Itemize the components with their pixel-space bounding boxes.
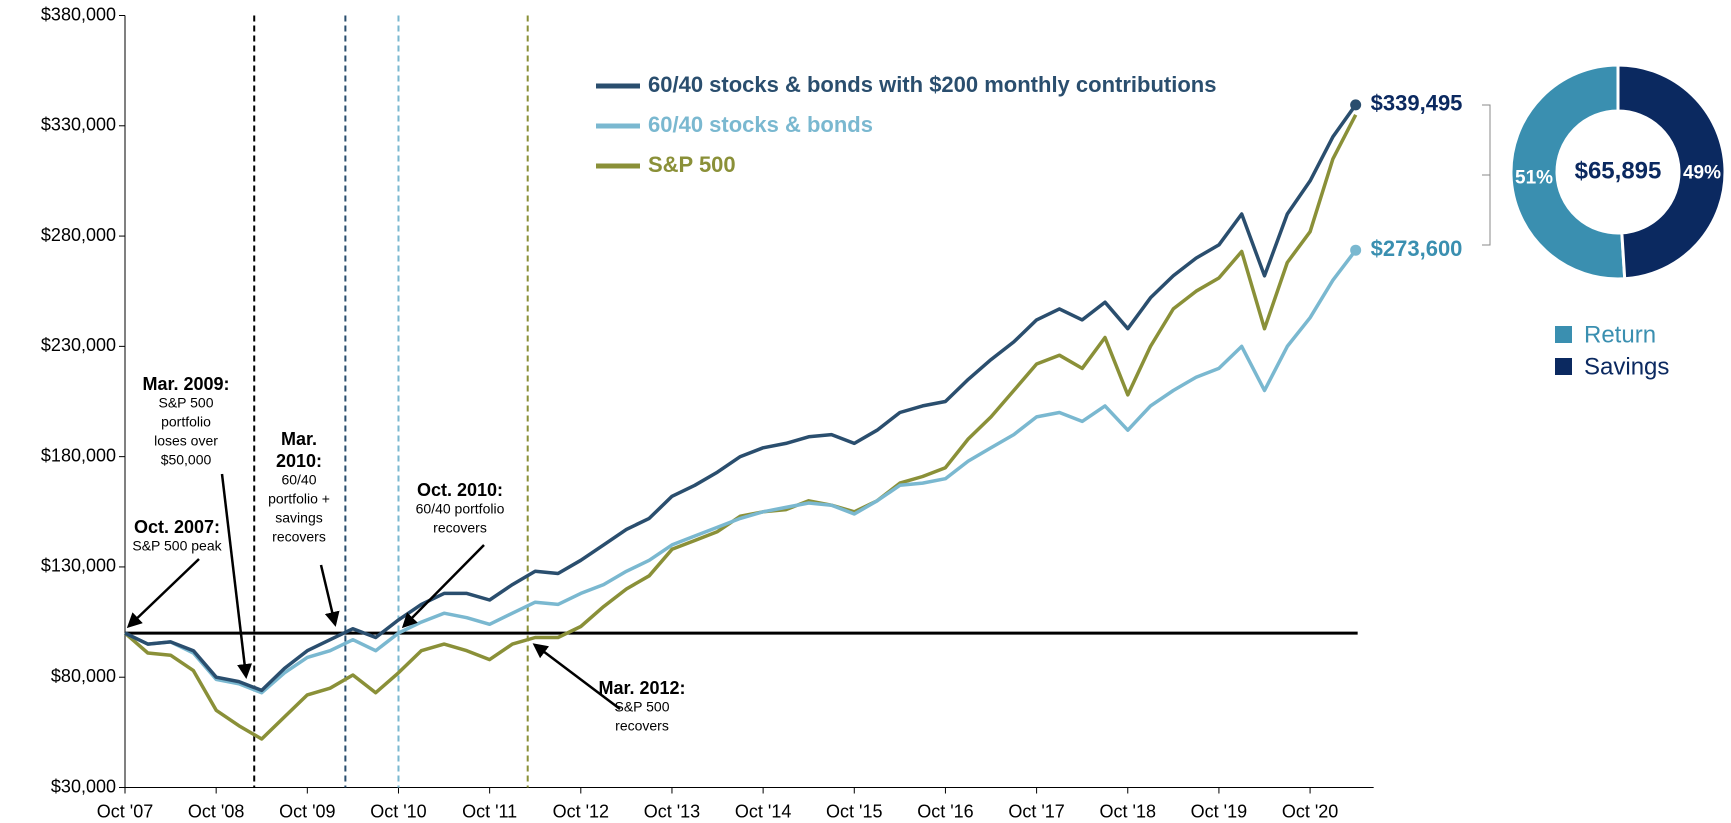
legend-swatch — [1555, 358, 1572, 375]
center-label: $65,895 — [1575, 157, 1662, 184]
annotation-text: portfolio + — [268, 491, 330, 507]
annotation-arrow — [126, 558, 200, 629]
x-tick-label: Oct '20 — [1282, 801, 1338, 821]
y-tick-label: $330,000 — [41, 115, 116, 135]
annotation-title: 2010: — [276, 451, 322, 471]
annotation-arrow — [319, 564, 340, 627]
annotation-arrow — [401, 544, 485, 629]
y-tick-label: $30,000 — [51, 776, 116, 796]
x-tick-label: Oct '10 — [370, 801, 426, 821]
legend-label: 60/40 stocks & bonds with $200 monthly c… — [648, 72, 1216, 97]
y-tick-label: $80,000 — [51, 666, 116, 686]
annotation-arrow — [220, 473, 253, 679]
annotation-title: Oct. 2007: — [134, 517, 220, 537]
x-tick-label: Oct '09 — [279, 801, 335, 821]
annotation-text: recovers — [615, 718, 669, 734]
y-tick-label: $230,000 — [41, 335, 116, 355]
annotation-title: Mar. — [281, 429, 317, 449]
y-tick-label: $280,000 — [41, 225, 116, 245]
annotation-text: 60/40 portfolio — [416, 501, 505, 517]
donut-slice — [1509, 63, 1627, 281]
end-label: $339,495 — [1371, 91, 1463, 116]
x-tick-label: Oct '19 — [1191, 801, 1247, 821]
x-tick-label: Oct '14 — [735, 801, 791, 821]
annotation-title: Mar. 2009: — [142, 374, 229, 394]
legend-label: Savings — [1584, 353, 1669, 380]
legend-label: Return — [1584, 321, 1656, 348]
bracket — [1482, 104, 1491, 246]
annotation-text: S&P 500 peak — [132, 538, 222, 554]
x-tick-label: Oct '08 — [188, 801, 244, 821]
annotation-text: S&P 500 — [158, 395, 213, 411]
x-tick-label: Oct '13 — [644, 801, 700, 821]
annotation-arrow — [532, 643, 621, 710]
donut-slice — [1616, 63, 1727, 281]
x-tick-label: Oct '17 — [1008, 801, 1064, 821]
x-tick-label: Oct '11 — [462, 801, 517, 821]
x-tick-label: Oct '16 — [917, 801, 973, 821]
series-line — [124, 249, 1358, 695]
annotation-title: Mar. 2012: — [598, 678, 685, 698]
y-tick-label: $380,000 — [41, 4, 116, 24]
annotation-text: loses over — [154, 433, 218, 449]
y-tick-label: $130,000 — [41, 556, 116, 576]
legend-swatch — [1555, 326, 1572, 343]
x-tick-label: Oct '07 — [97, 801, 153, 821]
series-line — [123, 113, 1358, 741]
x-tick-label: Oct '18 — [1100, 801, 1156, 821]
slice-label: 51% — [1515, 168, 1553, 189]
annotation-text: recovers — [272, 529, 326, 545]
end-label: $273,600 — [1371, 236, 1463, 261]
annotation-title: Oct. 2010: — [417, 480, 503, 500]
y-tick-label: $180,000 — [41, 445, 116, 465]
annotation-text: 60/40 — [281, 472, 316, 488]
annotation-text: S&P 500 — [614, 699, 669, 715]
x-tick-label: Oct '12 — [553, 801, 609, 821]
legend-label: S&P 500 — [648, 152, 736, 177]
annotation-text: savings — [275, 510, 322, 526]
end-point — [1350, 99, 1362, 111]
slice-label: 49% — [1683, 162, 1721, 183]
x-tick-label: Oct '15 — [826, 801, 882, 821]
end-point — [1350, 244, 1362, 256]
annotation-text: recovers — [433, 520, 487, 536]
series-line — [124, 103, 1358, 693]
legend-label: 60/40 stocks & bonds — [648, 112, 873, 137]
annotation-text: $50,000 — [161, 452, 212, 468]
annotation-text: portfolio — [161, 414, 211, 430]
